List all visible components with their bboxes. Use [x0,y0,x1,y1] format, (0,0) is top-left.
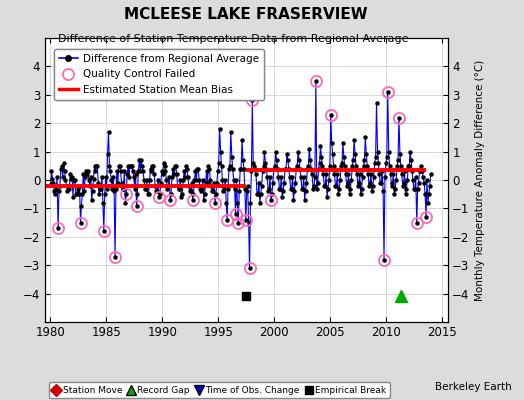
Title: MCLEESE LAKE FRASERVIEW: MCLEESE LAKE FRASERVIEW [125,6,368,22]
Text: Berkeley Earth: Berkeley Earth [435,382,511,392]
Text: Difference of Station Temperature Data from Regional Average: Difference of Station Temperature Data f… [58,34,408,44]
Y-axis label: Monthly Temperature Anomaly Difference (°C): Monthly Temperature Anomaly Difference (… [475,59,485,301]
Legend: Difference from Regional Average, Quality Control Failed, Estimated Station Mean: Difference from Regional Average, Qualit… [54,49,264,100]
